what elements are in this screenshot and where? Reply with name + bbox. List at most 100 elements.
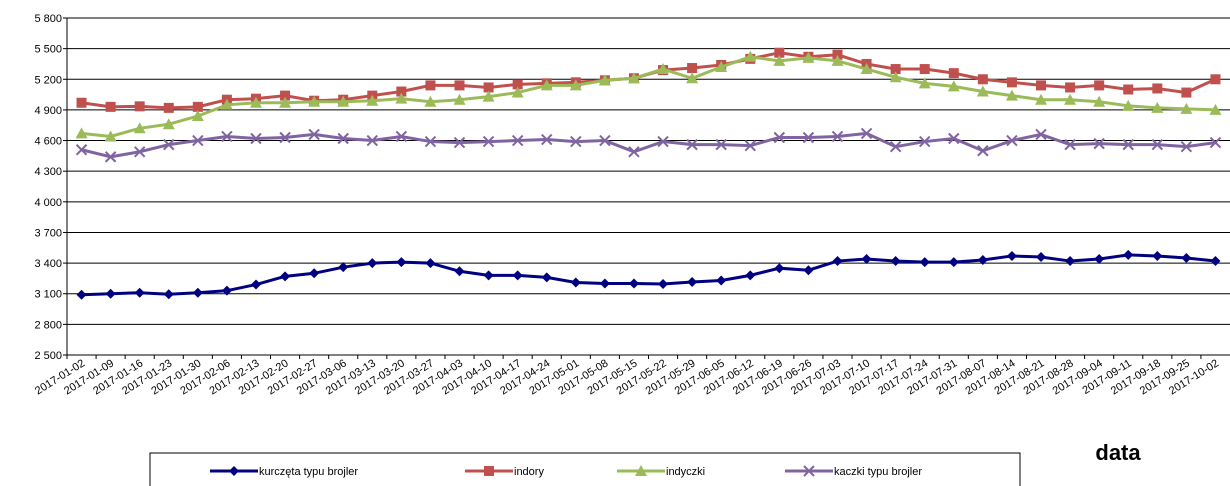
data-point [1093,137,1105,150]
data-point [1181,87,1192,98]
data-point [395,130,408,143]
data-point [744,139,756,152]
data-point [774,263,785,274]
data-point [367,258,378,269]
data-point [1152,250,1163,261]
data-point [76,97,87,108]
data-point [338,262,349,273]
data-point [657,63,670,75]
data-point [687,276,698,287]
data-point [454,266,465,277]
data-point [1180,140,1193,153]
data-point [1210,256,1221,267]
data-point [366,94,379,106]
data-point [569,79,582,91]
y-tick-label: 2 800 [34,319,62,331]
data-point [977,145,989,157]
data-point [1122,138,1134,151]
data-point [192,134,204,147]
data-point [250,132,262,145]
y-tick-label: 3 700 [34,227,62,239]
data-point [598,74,611,86]
data-point [1036,251,1047,262]
data-point [192,101,203,112]
data-point [832,49,843,60]
data-point [1006,134,1018,147]
data-point [1209,136,1222,149]
data-point [745,270,756,281]
data-point [75,144,88,156]
data-point [889,140,902,153]
data-point [977,74,988,85]
data-point [919,257,930,268]
data-point [425,80,436,91]
data-point [134,101,145,112]
data-point [1210,74,1221,85]
data-point [192,287,203,298]
legend-label: kaczki typu brojler [834,466,922,478]
data-point [76,289,87,300]
y-tick-label: 4 000 [34,197,62,209]
data-point [715,138,727,151]
data-point [831,130,844,143]
data-point [889,71,902,83]
data-point [802,51,815,63]
data-point [309,268,320,279]
data-point [947,80,960,92]
data-point [541,272,552,283]
data-point [890,64,901,75]
data-point [250,279,261,290]
data-point [249,96,262,108]
legend-label: kurczęta typu brojler [259,466,358,478]
data-point [337,132,349,145]
data-point [1123,84,1134,95]
y-tick-label: 2 500 [34,350,62,362]
data-point [104,151,117,163]
data-point [860,127,873,140]
data-point [918,77,931,89]
data-point [540,79,553,91]
data-point [1122,99,1135,111]
data-point [280,90,291,101]
y-tick-label: 4 600 [34,136,62,148]
y-tick-label: 5 200 [34,74,62,86]
data-point [977,255,988,266]
data-point [686,72,699,84]
data-point [1035,93,1048,105]
data-point [396,257,407,268]
y-tick-label: 5 500 [34,44,62,56]
series-line [81,55,1216,138]
legend-label: indyczki [666,466,705,478]
data-point [75,127,88,139]
data-point [221,285,232,296]
data-point [570,135,582,148]
data-point [919,64,930,75]
data-point [570,277,581,288]
data-point [1005,89,1018,101]
data-point [1064,93,1077,105]
data-point [453,136,466,149]
legend-marker [484,466,494,476]
data-point [279,131,291,144]
data-point [191,110,204,122]
data-point [162,118,175,130]
data-point [773,54,786,66]
data-point [1209,103,1222,115]
legend-label: indory [514,466,544,478]
data-point [483,82,494,93]
data-point [221,130,233,143]
data-point [425,258,436,269]
legend-marker [803,465,815,477]
data-point [511,134,524,147]
data-point [163,289,174,300]
data-point [658,279,669,290]
data-point [541,133,553,146]
data-point [483,270,494,281]
data-point [802,131,815,144]
data-point [948,257,959,268]
data-point [454,80,465,91]
data-point [105,101,116,112]
data-point [163,102,174,113]
data-point [976,85,989,97]
data-point [1152,83,1163,94]
